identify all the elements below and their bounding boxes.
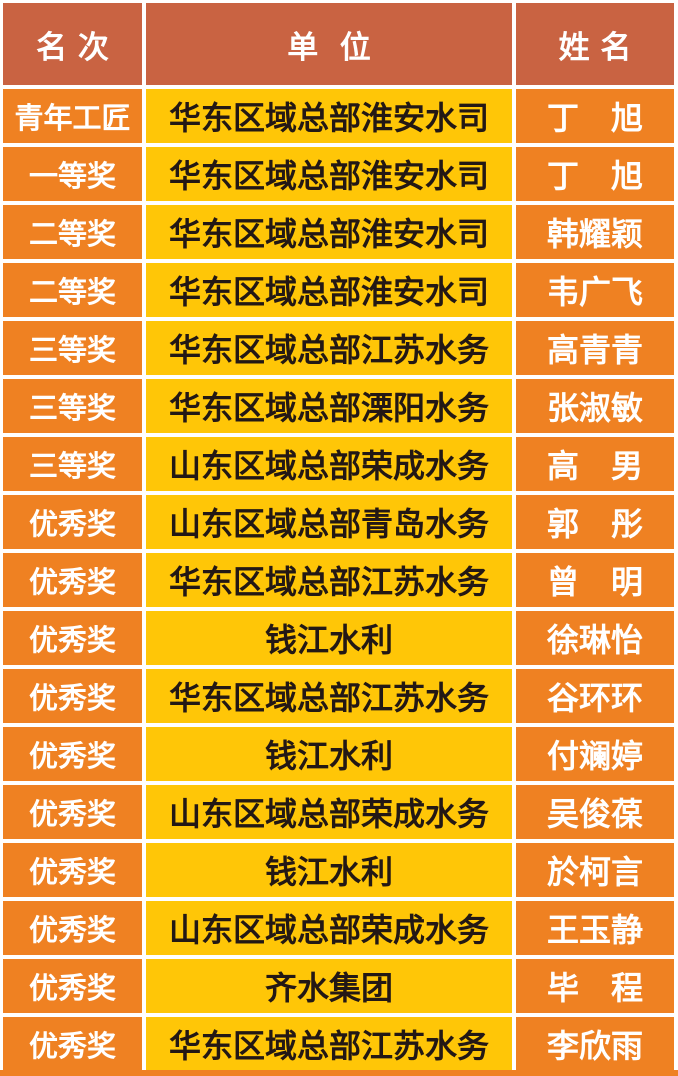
- name-cell: 毕 程: [516, 959, 674, 1013]
- unit-cell: 山东区域总部荣成水务: [146, 901, 512, 955]
- name-cell: 徐琳怡: [516, 611, 674, 665]
- rank-cell: 三等奖: [3, 321, 142, 375]
- unit-cell: 华东区域总部淮安水司: [146, 205, 512, 259]
- rank-cell: 二等奖: [3, 263, 142, 317]
- rank-cell: 优秀奖: [3, 669, 142, 723]
- column-header-unit: 单 位: [146, 3, 512, 85]
- name-cell: 王玉静: [516, 901, 674, 955]
- rank-cell: 二等奖: [3, 205, 142, 259]
- unit-cell: 钱江水利: [146, 611, 512, 665]
- name-cell: 於柯言: [516, 843, 674, 897]
- name-cell: 高青青: [516, 321, 674, 375]
- rank-cell: 优秀奖: [3, 901, 142, 955]
- rank-cell: 优秀奖: [3, 611, 142, 665]
- unit-cell: 齐水集团: [146, 959, 512, 1013]
- name-cell: 郭 彤: [516, 495, 674, 549]
- name-cell: 曾 明: [516, 553, 674, 607]
- unit-cell: 山东区域总部荣成水务: [146, 437, 512, 491]
- name-cell: 丁 旭: [516, 147, 674, 201]
- name-cell: 丁 旭: [516, 89, 674, 143]
- rank-cell: 三等奖: [3, 437, 142, 491]
- name-cell: 高 男: [516, 437, 674, 491]
- unit-cell: 华东区域总部淮安水司: [146, 263, 512, 317]
- name-cell: 韩耀颖: [516, 205, 674, 259]
- column-header-name: 姓 名: [516, 3, 674, 85]
- rank-cell: 优秀奖: [3, 495, 142, 549]
- name-cell: 付斓婷: [516, 727, 674, 781]
- unit-cell: 华东区域总部江苏水务: [146, 1017, 512, 1071]
- rank-cell: 优秀奖: [3, 959, 142, 1013]
- rank-cell: 优秀奖: [3, 1017, 142, 1071]
- unit-cell: 华东区域总部淮安水司: [146, 89, 512, 143]
- unit-cell: 山东区域总部青岛水务: [146, 495, 512, 549]
- name-cell: 吴俊葆: [516, 785, 674, 839]
- unit-cell: 华东区域总部江苏水务: [146, 321, 512, 375]
- rank-cell: 优秀奖: [3, 553, 142, 607]
- unit-cell: 华东区域总部溧阳水务: [146, 379, 512, 433]
- rank-cell: 优秀奖: [3, 843, 142, 897]
- unit-cell: 钱江水利: [146, 843, 512, 897]
- column-header-rank: 名 次: [3, 3, 142, 85]
- name-cell: 谷环环: [516, 669, 674, 723]
- bottom-partial-row-strip: [0, 1070, 678, 1076]
- unit-cell: 华东区域总部江苏水务: [146, 669, 512, 723]
- name-cell: 李欣雨: [516, 1017, 674, 1071]
- rank-cell: 优秀奖: [3, 785, 142, 839]
- rank-cell: 青年工匠: [3, 89, 142, 143]
- unit-cell: 华东区域总部江苏水务: [146, 553, 512, 607]
- name-cell: 韦广飞: [516, 263, 674, 317]
- unit-cell: 山东区域总部荣成水务: [146, 785, 512, 839]
- unit-cell: 钱江水利: [146, 727, 512, 781]
- name-cell: 张淑敏: [516, 379, 674, 433]
- rank-cell: 三等奖: [3, 379, 142, 433]
- rank-cell: 一等奖: [3, 147, 142, 201]
- unit-cell: 华东区域总部淮安水司: [146, 147, 512, 201]
- rank-cell: 优秀奖: [3, 727, 142, 781]
